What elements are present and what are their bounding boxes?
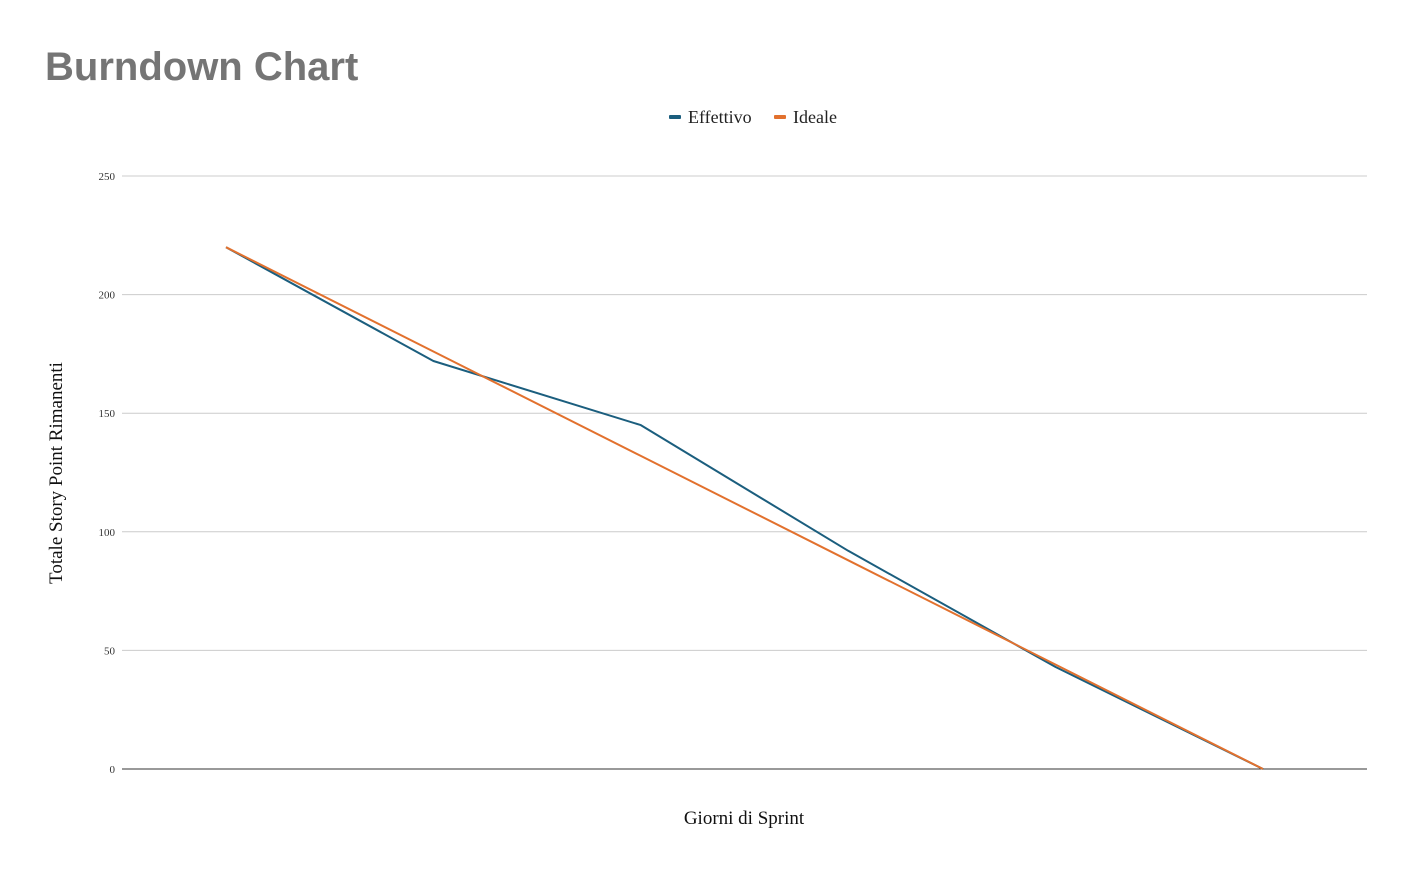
series-line-ideale <box>225 246 1264 770</box>
y-tick-label-200: 200 <box>99 290 116 302</box>
y-tick-label-250: 250 <box>99 171 116 183</box>
y-tick-label-100: 100 <box>99 527 116 539</box>
series-line-effettivo <box>225 246 1264 770</box>
legend-label-ideale: Ideale <box>793 106 837 127</box>
y-tick-label-50: 50 <box>104 645 116 657</box>
y-tick-label-0: 0 <box>110 764 116 776</box>
chart-title: Burndown Chart <box>45 45 359 89</box>
gridlines <box>122 175 1367 651</box>
legend: Effettivo Ideale <box>0 105 1411 129</box>
y-tick-label-150: 150 <box>99 408 116 420</box>
legend-swatch-ideale <box>774 115 786 119</box>
x-axis-title: Giorni di Sprint <box>684 808 805 829</box>
legend-item-ideale: Ideale <box>774 105 837 129</box>
y-axis-title: Totale Story Point Rimanenti <box>46 362 67 584</box>
legend-swatch-effettivo <box>669 115 681 119</box>
y-tick-labels: 0 50 100 150 200 250 <box>99 171 116 776</box>
legend-label-effettivo: Effettivo <box>688 106 752 127</box>
legend-item-effettivo: Effettivo <box>669 105 752 129</box>
series-lines <box>225 246 1264 770</box>
